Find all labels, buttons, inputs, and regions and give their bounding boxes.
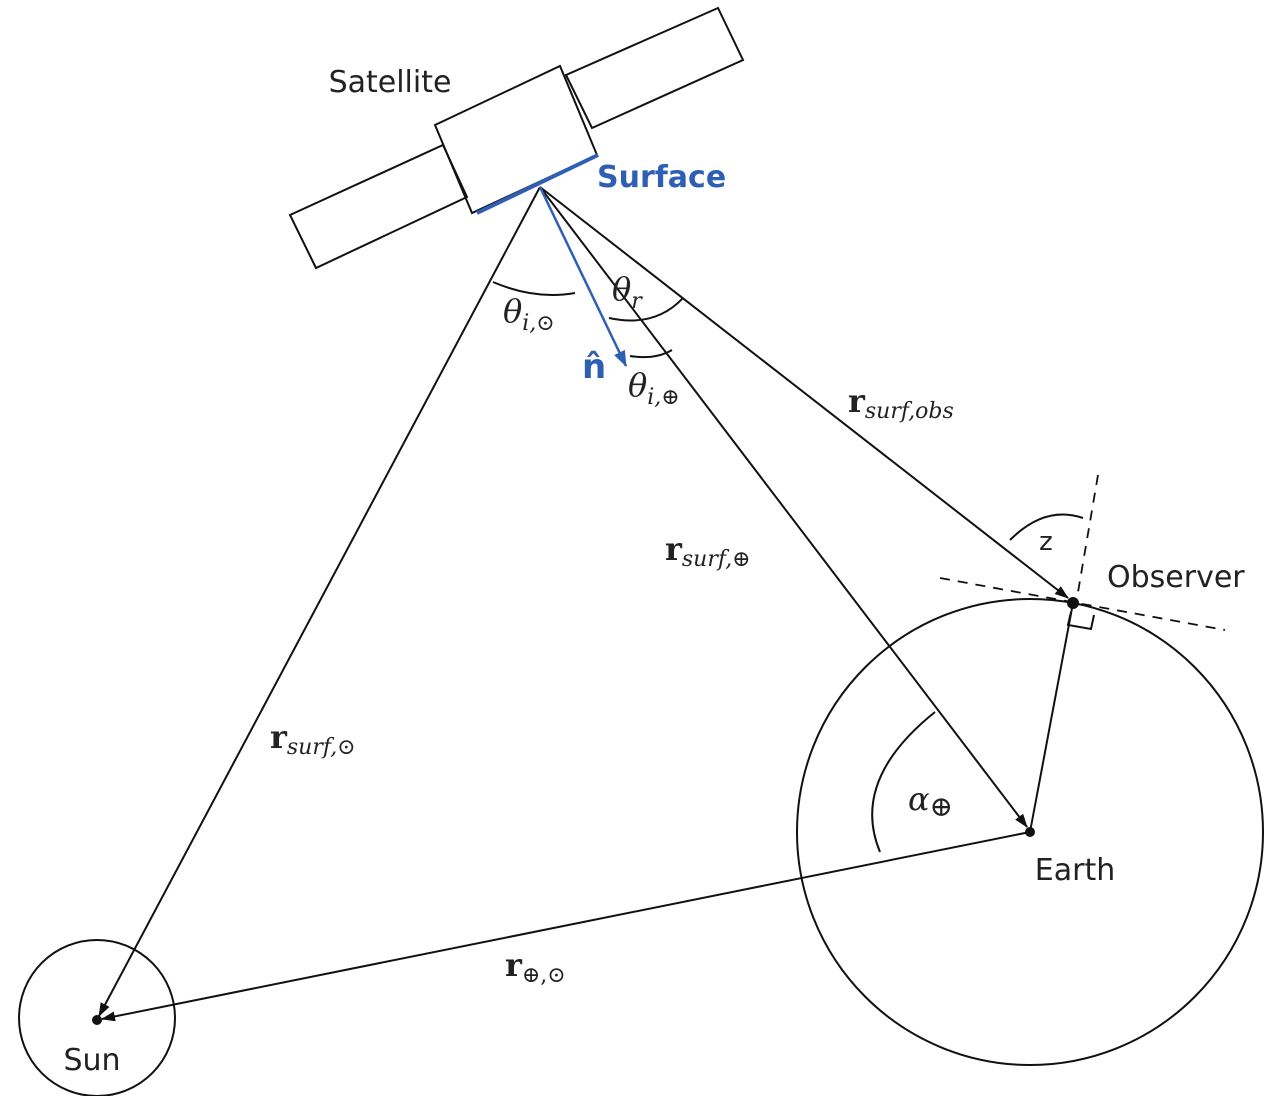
angle-arc <box>629 349 673 359</box>
symbol: θ <box>628 366 647 404</box>
symbol: r <box>505 946 523 984</box>
solar-panel <box>288 143 469 270</box>
vector-surf-sun <box>98 186 541 1017</box>
observer-label: Observer <box>1107 560 1245 595</box>
sun-center <box>92 1015 102 1025</box>
r-earth-sun: r⊕,⊙ <box>505 946 566 988</box>
tangent-line <box>939 577 1226 631</box>
alpha-earth: α⊕ <box>908 780 953 823</box>
angle-arc <box>871 711 936 853</box>
theta-i-earth: θi,⊕ <box>628 366 680 410</box>
surface-line <box>476 153 599 215</box>
sun-circle <box>18 939 176 1096</box>
r-surf-sun: rsurf,⊙ <box>270 718 356 760</box>
subscript: i,⊙ <box>522 311 554 336</box>
normal-vector <box>538 186 628 367</box>
angle-arc <box>608 297 684 322</box>
angle-arc <box>492 281 576 296</box>
subscript: surf,⊙ <box>287 735 356 760</box>
solar-panel <box>564 6 745 130</box>
theta-r: θr <box>612 270 643 314</box>
earth-circle <box>796 598 1264 1066</box>
r-surf-earth: rsurf,⊕ <box>665 530 751 572</box>
vector-earth-sun <box>101 831 1031 1022</box>
symbol: r <box>270 718 288 756</box>
normal-label: n̂ <box>582 347 606 387</box>
earth-observer-line <box>1029 602 1074 833</box>
subscript: i,⊕ <box>647 385 679 410</box>
satellite-label: Satellite <box>329 65 452 100</box>
vector-surf-earth <box>539 186 1028 828</box>
subscript: ⊕ <box>930 790 953 823</box>
symbol: r <box>848 382 866 420</box>
zenith-line <box>1076 474 1099 599</box>
symbol: θ <box>503 292 522 330</box>
symbol: α <box>908 780 930 818</box>
angle-arc <box>1009 513 1084 541</box>
r-surf-obs: rsurf,obs <box>848 382 954 424</box>
subscript: surf,⊕ <box>682 547 751 572</box>
sun-label: Sun <box>63 1043 120 1078</box>
theta-i-sun: θi,⊙ <box>503 292 555 336</box>
subscript: ⊕,⊙ <box>522 963 566 988</box>
symbol: r <box>665 530 683 568</box>
subscript: surf,obs <box>865 399 954 424</box>
earth-label: Earth <box>1035 853 1115 888</box>
symbol: θ <box>612 270 631 308</box>
surface-label: Surface <box>597 160 726 195</box>
vector-surf-obs <box>539 186 1069 599</box>
subscript: r <box>631 289 643 314</box>
zenith-label: z <box>1039 527 1053 557</box>
right-angle <box>1066 611 1095 631</box>
satellite <box>288 6 745 270</box>
